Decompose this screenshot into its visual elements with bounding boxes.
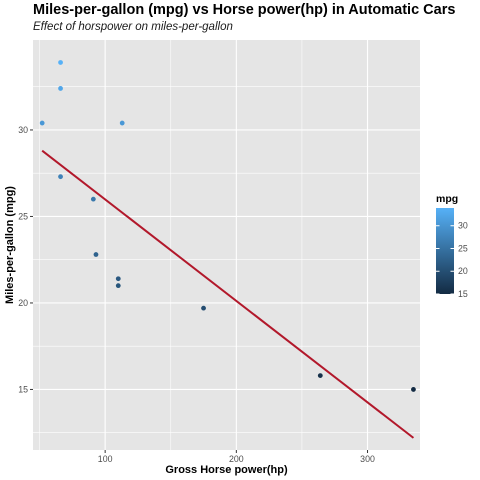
major-grid <box>33 40 420 450</box>
data-points <box>39 60 416 392</box>
x-tick-label: 200 <box>229 454 244 464</box>
trend-line <box>41 149 415 439</box>
x-axis-title: Gross Horse power(hp) <box>165 464 288 476</box>
legend-tick-label: 30 <box>458 221 468 231</box>
legend-colorbar <box>436 208 454 294</box>
data-point <box>58 174 63 180</box>
y-axis-title: Miles-per-gallon (mpg) <box>4 186 16 304</box>
data-point <box>58 86 63 91</box>
data-point <box>39 120 45 126</box>
y-tick-label: 15 <box>18 384 28 394</box>
chart-subtitle: Effect of horspower on miles-per-gallon <box>33 21 233 33</box>
data-point <box>201 305 206 311</box>
data-point <box>317 373 323 379</box>
x-tick-label: 300 <box>360 454 375 464</box>
data-point <box>115 276 121 282</box>
legend-title: mpg <box>436 193 458 205</box>
data-point <box>119 120 125 126</box>
x-axis-ticks: 100 200 300 <box>98 450 375 464</box>
color-legend: mpg 15 20 25 30 <box>436 193 468 299</box>
data-point <box>93 252 99 257</box>
chart-title: Miles-per-gallon (mpg) vs Horse power(hp… <box>33 2 456 18</box>
y-tick-label: 30 <box>18 125 28 135</box>
data-point <box>90 196 96 202</box>
plot-panel <box>33 40 420 450</box>
data-point <box>58 60 63 65</box>
legend-tick-label: 25 <box>458 243 468 253</box>
data-point <box>115 283 121 289</box>
x-tick-label: 100 <box>98 454 113 464</box>
legend-tick-label: 20 <box>458 266 468 276</box>
minor-grid <box>33 40 420 450</box>
legend-tick-label: 15 <box>458 289 468 299</box>
y-tick-label: 25 <box>18 211 28 221</box>
y-tick-label: 20 <box>18 298 28 308</box>
data-point <box>411 387 416 392</box>
y-axis-ticks: 15 20 25 30 <box>18 125 33 394</box>
legend-ticks: 15 20 25 30 <box>436 221 468 299</box>
